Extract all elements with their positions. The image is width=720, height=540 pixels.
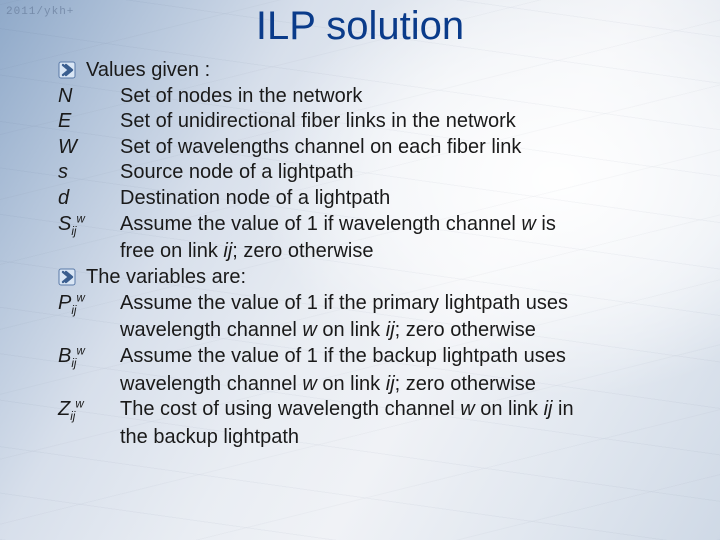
bullet-icon bbox=[58, 61, 76, 79]
section-values-given: Values given : bbox=[86, 58, 210, 84]
definition-row: WSet of wavelengths channel on each fibe… bbox=[58, 135, 700, 161]
definition-symbol: Pijw bbox=[58, 291, 120, 319]
slide-title: ILP solution bbox=[0, 4, 720, 49]
definition-description-continuation: wavelength channel w on link ij; zero ot… bbox=[120, 318, 700, 344]
definition-description: Set of wavelengths channel on each fiber… bbox=[120, 135, 700, 161]
definition-symbol: E bbox=[58, 109, 120, 135]
bullet-row-variables: The variables are: bbox=[58, 265, 700, 291]
definition-description: Assume the value of 1 if the backup ligh… bbox=[120, 344, 700, 370]
definition-symbol: N bbox=[58, 84, 120, 110]
definition-description: Source node of a lightpath bbox=[120, 160, 700, 186]
definition-row: s Source node of a lightpath bbox=[58, 160, 700, 186]
definition-row: N Set of nodes in the network bbox=[58, 84, 700, 110]
definition-description: Set of nodes in the network bbox=[120, 84, 700, 110]
definition-row: PijwAssume the value of 1 if the primary… bbox=[58, 291, 700, 319]
section-variables: The variables are: bbox=[86, 265, 246, 291]
bullet-icon bbox=[58, 268, 76, 286]
definitions-variables: PijwAssume the value of 1 if the primary… bbox=[58, 291, 700, 451]
definition-row: d Destination node of a lightpath bbox=[58, 186, 700, 212]
bullet-row-values: Values given : bbox=[58, 58, 700, 84]
definition-symbol: d bbox=[58, 186, 120, 212]
definition-symbol: W bbox=[58, 135, 120, 161]
definition-row: BijwAssume the value of 1 if the backup … bbox=[58, 344, 700, 372]
definition-row: ZijwThe cost of using wavelength channel… bbox=[58, 397, 700, 425]
definition-description: Set of unidirectional fiber links in the… bbox=[120, 109, 700, 135]
definitions-given: N Set of nodes in the networkESet of uni… bbox=[58, 84, 700, 265]
definition-symbol: s bbox=[58, 160, 120, 186]
definition-row: ESet of unidirectional fiber links in th… bbox=[58, 109, 700, 135]
definition-description-continuation: wavelength channel w on link ij; zero ot… bbox=[120, 372, 700, 398]
definition-description: Assume the value of 1 if the primary lig… bbox=[120, 291, 700, 317]
definition-row: SijwAssume the value of 1 if wavelength … bbox=[58, 212, 700, 240]
definition-description-continuation: the backup lightpath bbox=[120, 425, 700, 451]
definition-description: Destination node of a lightpath bbox=[120, 186, 700, 212]
definition-symbol: Zijw bbox=[58, 397, 120, 425]
definition-symbol: Bijw bbox=[58, 344, 120, 372]
definition-description-continuation: free on link ij; zero otherwise bbox=[120, 239, 700, 265]
slide-body: Values given : N Set of nodes in the net… bbox=[58, 58, 700, 451]
definition-description: The cost of using wavelength channel w o… bbox=[120, 397, 700, 423]
definition-symbol: Sijw bbox=[58, 212, 120, 240]
definition-description: Assume the value of 1 if wavelength chan… bbox=[120, 212, 700, 238]
